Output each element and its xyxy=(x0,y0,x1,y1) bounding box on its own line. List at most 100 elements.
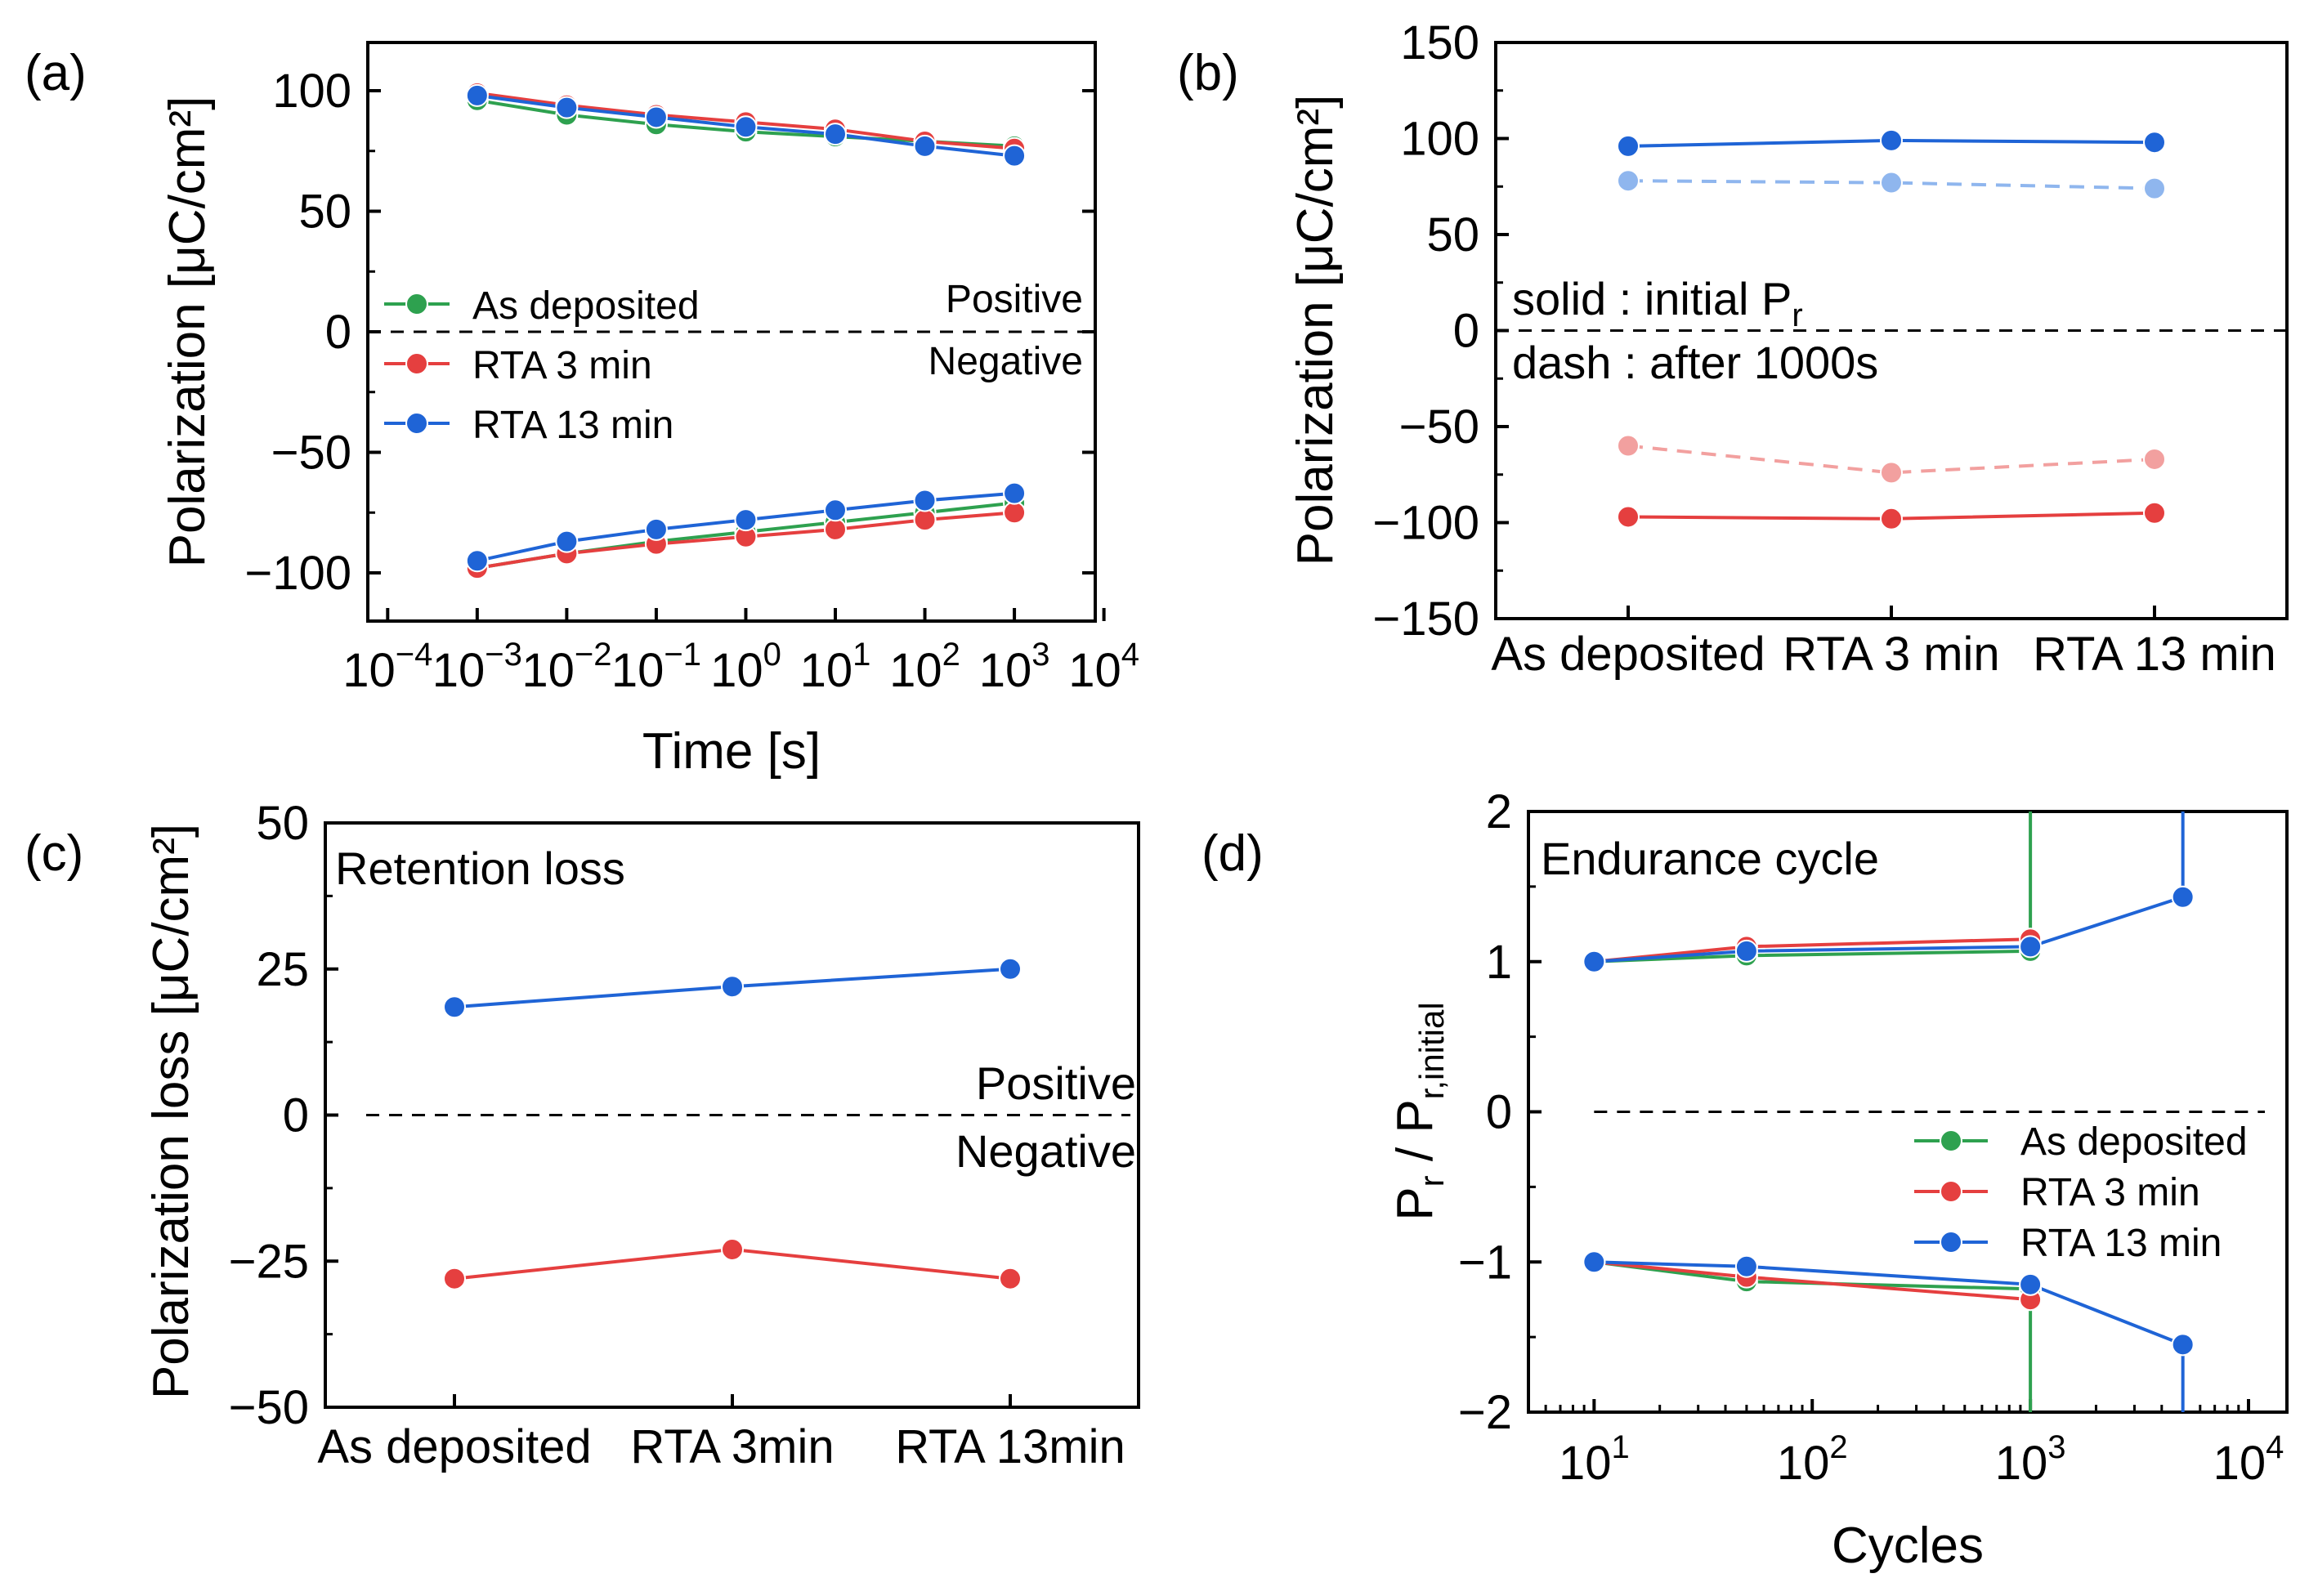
x-tick-label: RTA 3 min xyxy=(1783,628,1999,681)
panel-b-ylabel: Polarization [μC/cm²] xyxy=(1287,95,1344,566)
legend-label: RTA 13 min xyxy=(2020,1222,2222,1265)
data-point xyxy=(913,134,937,158)
x-tick-label: RTA 13 min xyxy=(2033,628,2276,681)
panel-a-positive-label: Positive xyxy=(946,278,1083,321)
series-line-positive xyxy=(1594,895,2184,963)
data-point xyxy=(555,96,579,119)
x-tick-label: 10−2 xyxy=(521,637,611,697)
data-point xyxy=(823,517,847,541)
panel-d-legend: As deposited RTA 3 min RTA 13 min xyxy=(1914,1120,2248,1265)
series-line-negative xyxy=(1594,1260,2031,1291)
y-tick-label: 1 xyxy=(1486,936,1512,989)
panel-c-negative-label: Negative xyxy=(955,1125,1136,1177)
data-point xyxy=(2171,885,2195,909)
data-point xyxy=(2143,501,2166,525)
data-point xyxy=(1582,950,1606,973)
y-tick-label: −150 xyxy=(1372,592,1479,646)
data-point xyxy=(1003,481,1027,505)
data-point xyxy=(2019,935,2043,959)
data-point xyxy=(1003,144,1027,168)
legend-marker xyxy=(1940,1180,1962,1203)
panel-d-ylabel: Pr / Pr,initial xyxy=(1387,1002,1451,1220)
series-line xyxy=(1627,179,2155,190)
series-line-negative xyxy=(1594,1260,2184,1347)
panel-b-label: (b) xyxy=(1177,45,1239,101)
x-tick-label: 100 xyxy=(710,637,781,697)
data-point xyxy=(1880,128,1903,152)
panel-a-negative-label: Negative xyxy=(929,340,1083,383)
y-tick-label: −50 xyxy=(1399,400,1479,454)
data-point xyxy=(721,1237,744,1261)
data-point xyxy=(1734,1254,1758,1278)
data-point xyxy=(555,530,579,553)
data-point xyxy=(465,549,489,573)
y-tick-label: −100 xyxy=(1372,497,1479,550)
data-point xyxy=(465,83,489,107)
data-point xyxy=(1617,434,1640,458)
panel-b-solid-note: solid : initial Pr xyxy=(1512,273,1803,333)
data-point xyxy=(443,1267,466,1290)
data-point xyxy=(913,508,937,532)
data-point xyxy=(644,517,668,541)
series-line xyxy=(1627,444,2155,475)
legend-label: RTA 3 min xyxy=(2020,1171,2200,1214)
data-point xyxy=(823,123,847,146)
data-point xyxy=(823,498,847,522)
panel-d-xlabel: Cycles xyxy=(1832,1518,1984,1574)
y-tick-label: 0 xyxy=(1486,1086,1512,1139)
data-point xyxy=(1880,171,1903,194)
legend-label: RTA 3 min xyxy=(472,344,652,387)
panel-b-dash-note: dash : after 1000s xyxy=(1512,337,1878,388)
data-point xyxy=(721,975,744,999)
legend-label: As deposited xyxy=(472,284,700,328)
y-tick-label: −100 xyxy=(244,547,351,600)
y-tick-label: −1 xyxy=(1458,1236,1512,1289)
data-point xyxy=(913,489,937,512)
legend-marker xyxy=(405,352,428,375)
data-point xyxy=(1617,134,1640,158)
data-point xyxy=(1734,939,1758,963)
legend-label: As deposited xyxy=(2020,1120,2248,1164)
data-point xyxy=(1003,501,1027,525)
panel-d-label: (d) xyxy=(1201,825,1264,882)
x-tick-label: 101 xyxy=(800,637,871,697)
x-tick-label: 103 xyxy=(1995,1429,2066,1490)
x-tick-label: RTA 13min xyxy=(895,1420,1125,1473)
x-tick-label: 10−3 xyxy=(432,637,522,697)
legend-marker xyxy=(405,293,428,315)
panel-a-xlabel: Time [s] xyxy=(642,723,821,780)
data-point xyxy=(999,1267,1022,1290)
legend-label: RTA 13 min xyxy=(472,404,673,447)
data-point xyxy=(1617,505,1640,529)
y-tick-label: −50 xyxy=(229,1381,309,1434)
y-tick-label: 100 xyxy=(1400,113,1479,166)
data-point xyxy=(2143,131,2166,154)
x-tick-label: 10−4 xyxy=(342,637,432,697)
y-tick-label: 0 xyxy=(1453,305,1479,358)
data-point xyxy=(2171,1333,2195,1357)
y-tick-label: 2 xyxy=(1486,785,1512,838)
data-point xyxy=(1880,461,1903,485)
legend-marker xyxy=(1940,1129,1962,1152)
y-tick-label: 100 xyxy=(272,65,351,118)
x-tick-label: As deposited xyxy=(317,1420,591,1473)
y-tick-label: 50 xyxy=(256,797,309,850)
panel-c-positive-label: Positive xyxy=(976,1057,1136,1109)
y-tick-label: 25 xyxy=(256,943,309,996)
x-tick-label: 103 xyxy=(979,637,1050,697)
panel-d-title: Endurance cycle xyxy=(1541,833,1879,884)
legend-marker xyxy=(1940,1231,1962,1254)
y-tick-label: −25 xyxy=(229,1235,309,1288)
y-tick-label: −2 xyxy=(1458,1386,1512,1439)
data-point xyxy=(2019,1272,2043,1296)
y-tick-label: 0 xyxy=(325,306,351,359)
panel-a-legend: As deposited RTA 3 min RTA 13 min xyxy=(384,284,700,447)
data-point xyxy=(999,957,1022,981)
data-point xyxy=(1617,169,1640,193)
data-point xyxy=(644,105,668,129)
panel-c-label: (c) xyxy=(25,825,83,882)
y-tick-label: −50 xyxy=(271,427,351,480)
